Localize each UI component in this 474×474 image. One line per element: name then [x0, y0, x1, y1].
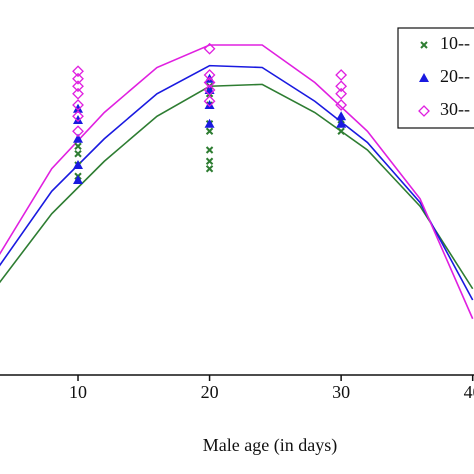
point — [205, 146, 214, 154]
point — [335, 69, 348, 81]
point — [203, 95, 216, 108]
point — [203, 69, 216, 81]
legend-label: 20-- — [440, 66, 470, 86]
point — [203, 84, 216, 96]
legend-marker — [419, 73, 429, 82]
point — [73, 115, 84, 124]
point — [336, 118, 347, 128]
point — [203, 42, 216, 55]
point — [203, 76, 216, 89]
x-tick-label: 10 — [69, 382, 87, 402]
legend-label: 10-- — [440, 33, 470, 53]
point — [74, 142, 82, 150]
legend-label: 30-- — [440, 99, 470, 119]
point — [73, 103, 84, 113]
point — [336, 111, 347, 121]
point — [72, 72, 84, 85]
point — [72, 87, 84, 100]
point — [335, 87, 348, 100]
point — [72, 99, 84, 111]
point — [72, 125, 84, 138]
x-tick-label: 20 — [201, 382, 219, 402]
point — [205, 165, 214, 173]
x-tick-label: 40 — [464, 382, 474, 402]
point — [73, 133, 84, 143]
point — [72, 80, 84, 93]
point — [204, 100, 215, 109]
point — [335, 99, 348, 111]
legend-marker — [420, 41, 428, 49]
x-axis-label: Male age (in days) — [203, 435, 337, 456]
legend-box — [397, 27, 474, 129]
legend-marker — [418, 105, 430, 117]
point — [204, 118, 215, 128]
point — [335, 80, 348, 93]
point — [73, 160, 84, 169]
point — [205, 127, 214, 135]
point — [205, 157, 214, 165]
point — [72, 110, 84, 123]
fit-line — [0, 83, 474, 290]
point — [72, 65, 84, 78]
x-tick-label: 30 — [332, 382, 350, 402]
point — [337, 127, 345, 135]
point — [73, 175, 84, 184]
point — [74, 150, 82, 158]
